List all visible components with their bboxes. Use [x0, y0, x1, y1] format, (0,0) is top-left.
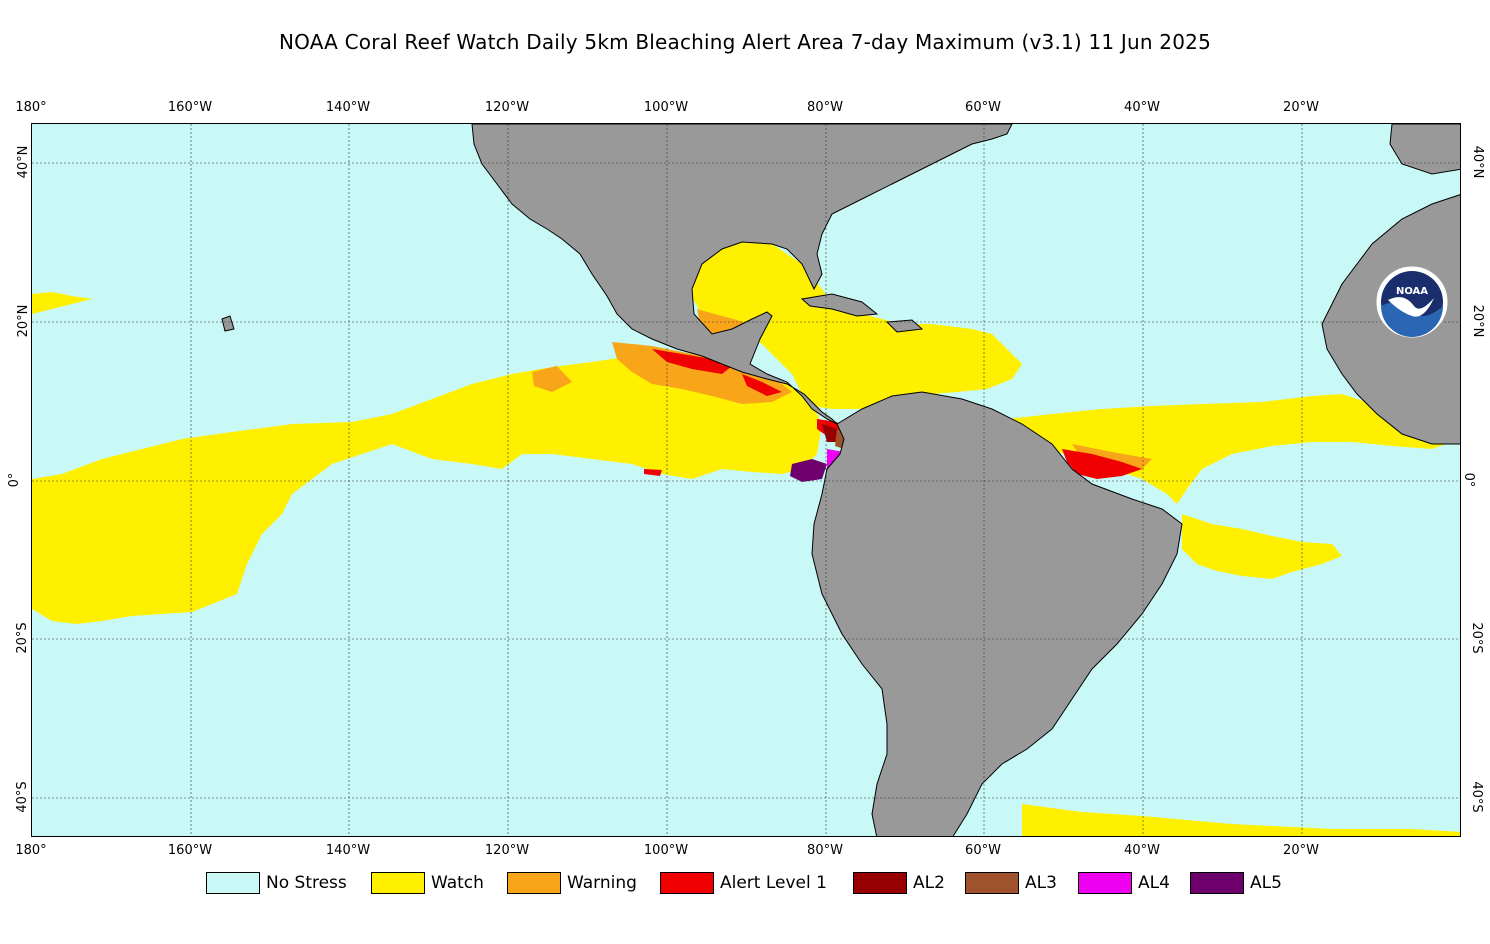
lon-tick-bottom: 180°	[15, 843, 47, 858]
legend-swatch	[660, 872, 714, 894]
alert1-galapagos	[644, 469, 662, 476]
lat-tick-left: 20°S	[15, 622, 31, 654]
al5-region	[790, 459, 827, 482]
lat-tick-left: 20°N	[15, 304, 31, 338]
warning-atlantic	[1072, 444, 1152, 469]
lon-tick-top: 20°W	[1283, 100, 1319, 115]
legend-swatch	[371, 872, 425, 894]
legend-item-al5: AL5	[1190, 870, 1282, 896]
legend-item-no-stress: No Stress	[206, 870, 347, 896]
land-masses	[221, 124, 1460, 836]
lat-tick-right: 20°S	[1469, 622, 1485, 654]
legend-item-warning: Warning	[507, 870, 637, 896]
lat-tick-right: 40°N	[1469, 145, 1485, 179]
legend-swatch	[965, 872, 1019, 894]
noaa-logo-icon: NOAA	[1375, 265, 1449, 339]
lon-tick-bottom: 100°W	[643, 843, 689, 858]
legend-label: No Stress	[266, 873, 347, 893]
lat-tick-left: 40°N	[15, 145, 31, 179]
alert1-mexico-coast	[652, 349, 732, 374]
lon-tick-top: 40°W	[1124, 100, 1160, 115]
lon-tick-bottom: 60°W	[965, 843, 1001, 858]
legend-label: Watch	[431, 873, 484, 893]
legend-swatch	[206, 872, 260, 894]
watch-west-pacific-north	[32, 292, 92, 314]
legend-item-al3: AL3	[965, 870, 1057, 896]
lat-tick-left: 0°	[6, 472, 22, 488]
lon-tick-top: 180°	[15, 100, 47, 115]
cuba-island	[800, 293, 879, 317]
lat-tick-left: 40°S	[15, 781, 31, 813]
hawaii-island	[221, 315, 235, 332]
lon-tick-bottom: 80°W	[807, 843, 843, 858]
map-canvas: NOAA	[31, 123, 1461, 837]
lon-tick-bottom: 40°W	[1124, 843, 1160, 858]
warning-mid-pacific	[532, 366, 572, 392]
lon-tick-top: 160°W	[167, 100, 213, 115]
lon-tick-top: 80°W	[807, 100, 843, 115]
lon-tick-top: 100°W	[643, 100, 689, 115]
iberia-land	[1389, 124, 1460, 175]
legend-label: AL2	[913, 873, 945, 893]
south-america-land	[811, 391, 1183, 836]
lon-tick-bottom: 120°W	[484, 843, 530, 858]
legend-label: Alert Level 1	[720, 873, 827, 893]
lat-tick-right: 40°S	[1469, 781, 1485, 813]
legend-swatch	[507, 872, 561, 894]
watch-south-atlantic	[1182, 514, 1342, 579]
lon-tick-top: 120°W	[484, 100, 530, 115]
legend-label: AL4	[1138, 873, 1170, 893]
north-america-land	[471, 124, 1013, 425]
lat-tick-right: 0°	[1460, 472, 1476, 488]
alert1-central-america	[742, 374, 782, 396]
map-svg: NOAA	[32, 124, 1460, 836]
warning-gulf	[697, 309, 744, 334]
legend-label: AL5	[1250, 873, 1282, 893]
lon-tick-bottom: 20°W	[1283, 843, 1319, 858]
warning-west-mexico	[612, 342, 792, 404]
lon-tick-top: 140°W	[325, 100, 371, 115]
lon-tick-bottom: 160°W	[167, 843, 213, 858]
legend-item-watch: Watch	[371, 870, 484, 896]
watch-gulf-caribbean	[687, 242, 1022, 409]
watch-regions	[32, 242, 1460, 836]
watch-central-pacific	[32, 354, 822, 624]
graticule	[32, 124, 1460, 836]
legend-swatch	[1078, 872, 1132, 894]
lat-tick-right: 20°N	[1469, 304, 1485, 338]
logo-text: NOAA	[1396, 286, 1428, 297]
legend: No Stress Watch Warning Alert Level 1 AL…	[0, 870, 1490, 896]
legend-item-al4: AL4	[1078, 870, 1170, 896]
map-title: NOAA Coral Reef Watch Daily 5km Bleachin…	[278, 30, 1211, 54]
legend-swatch	[1190, 872, 1244, 894]
alert1-brazil	[1062, 449, 1142, 479]
al2-region	[822, 424, 840, 442]
watch-north-atlantic-trop	[1007, 394, 1452, 504]
lon-tick-bottom: 140°W	[325, 843, 371, 858]
lon-tick-top: 60°W	[965, 100, 1001, 115]
legend-label: AL3	[1025, 873, 1057, 893]
watch-small-south	[1022, 804, 1460, 836]
legend-item-alert-level-1: Alert Level 1	[660, 870, 827, 896]
hispaniola-island	[885, 319, 924, 333]
legend-label: Warning	[567, 873, 637, 893]
legend-item-al2: AL2	[853, 870, 945, 896]
legend-swatch	[853, 872, 907, 894]
warning-regions	[532, 309, 1152, 469]
